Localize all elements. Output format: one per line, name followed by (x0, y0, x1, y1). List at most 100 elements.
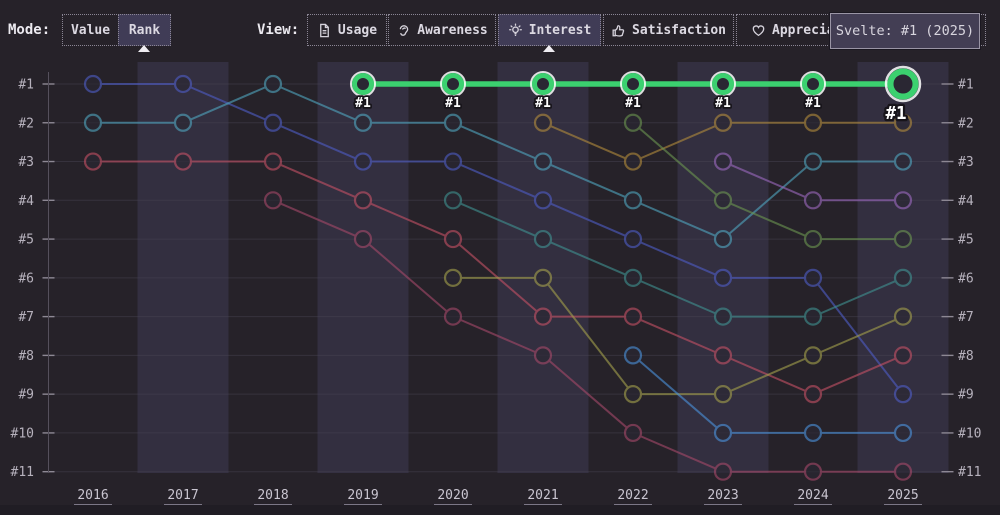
rank-axis-label-left: #10 (11, 426, 34, 441)
series-point[interactable] (353, 113, 373, 132)
series-point[interactable] (533, 346, 553, 365)
series-point[interactable] (713, 268, 733, 287)
series-point[interactable] (803, 268, 823, 287)
series-point[interactable] (623, 346, 643, 365)
view-awareness-button[interactable]: Awareness (388, 14, 496, 46)
series-point[interactable] (713, 462, 733, 481)
series-point[interactable] (173, 113, 193, 132)
series-point[interactable] (893, 152, 913, 171)
series-point[interactable] (622, 73, 644, 95)
series-point[interactable] (623, 152, 643, 171)
series-point[interactable] (803, 423, 823, 443)
marker-halo (800, 71, 826, 97)
series-point[interactable] (893, 268, 913, 287)
series-point[interactable] (887, 68, 919, 100)
series-point[interactable] (623, 229, 643, 249)
series-point[interactable] (893, 346, 913, 365)
view-interest-button[interactable]: Interest (498, 14, 601, 46)
series-point[interactable] (173, 74, 193, 94)
view-satisfaction-button[interactable]: Satisfaction (603, 14, 734, 46)
rank-axis-label-left: #3 (18, 155, 34, 170)
series-point[interactable] (443, 191, 463, 210)
series-point[interactable] (713, 152, 733, 171)
series-point[interactable] (713, 307, 733, 326)
series-point[interactable] (713, 229, 733, 249)
series-point[interactable] (353, 229, 373, 249)
series-point[interactable] (533, 229, 553, 249)
series-point[interactable] (443, 113, 463, 132)
series-point[interactable] (533, 268, 553, 287)
series-point[interactable] (442, 73, 464, 95)
year-label-2020[interactable]: 2020 (437, 488, 468, 503)
series-point[interactable] (83, 113, 103, 132)
year-label-2021[interactable]: 2021 (527, 488, 558, 503)
series-point[interactable] (623, 307, 643, 326)
series-point[interactable] (353, 152, 373, 171)
series-point[interactable] (803, 229, 823, 249)
year-label-2024[interactable]: 2024 (797, 488, 828, 503)
series-point[interactable] (803, 113, 823, 132)
series-point[interactable] (83, 74, 103, 94)
series-point[interactable] (623, 191, 643, 210)
hover-tooltip: Svelte: #1 (2025) (830, 13, 980, 49)
series-point[interactable] (713, 346, 733, 365)
series-point[interactable] (803, 152, 823, 171)
series-point[interactable] (443, 307, 463, 326)
series-point[interactable] (803, 385, 823, 404)
view-usage-button[interactable]: Usage (307, 14, 387, 46)
year-label-2023[interactable]: 2023 (707, 488, 738, 503)
series-point[interactable] (533, 113, 553, 132)
mode-rank-button[interactable]: Rank (118, 14, 171, 46)
series-point[interactable] (532, 73, 554, 95)
year-label-2019[interactable]: 2019 (347, 488, 378, 503)
series-point[interactable] (533, 191, 553, 210)
series-point[interactable] (893, 423, 913, 443)
series-point[interactable] (83, 152, 103, 171)
year-label-2017[interactable]: 2017 (167, 488, 198, 503)
year-label-2018[interactable]: 2018 (257, 488, 288, 503)
series-point[interactable] (893, 113, 913, 132)
year-label-2016[interactable]: 2016 (77, 488, 108, 503)
series-point[interactable] (173, 152, 193, 171)
rank-axis-label-right: #7 (958, 310, 974, 325)
series-point[interactable] (893, 462, 913, 481)
series-point[interactable] (263, 152, 283, 171)
series-point[interactable] (263, 74, 283, 94)
year-label-2022[interactable]: 2022 (617, 488, 648, 503)
series-point[interactable] (263, 113, 283, 132)
series-point[interactable] (443, 268, 463, 287)
series-point[interactable] (803, 346, 823, 365)
rank-axis-label-left: #1 (18, 78, 34, 93)
series-point[interactable] (263, 191, 283, 210)
series-point[interactable] (353, 191, 373, 210)
series-point[interactable] (712, 73, 734, 95)
series-point[interactable] (533, 152, 553, 171)
series-point[interactable] (713, 191, 733, 210)
series-point[interactable] (803, 307, 823, 326)
series-point[interactable] (352, 73, 374, 95)
marker-halo (710, 71, 736, 97)
series-point[interactable] (443, 229, 463, 249)
heart-icon (752, 24, 765, 36)
mode-value-button[interactable]: Value (62, 14, 119, 46)
view-satisfaction-label: Satisfaction (632, 22, 726, 38)
rank-axis-label-left: #5 (18, 233, 34, 248)
series-point[interactable] (623, 423, 643, 443)
year-label-2025[interactable]: 2025 (887, 488, 918, 503)
series-point[interactable] (893, 307, 913, 326)
series-point[interactable] (802, 73, 824, 95)
series-point[interactable] (893, 385, 913, 404)
series-point[interactable] (533, 307, 553, 326)
series-point[interactable] (623, 113, 643, 132)
series-point[interactable] (713, 385, 733, 404)
series-point[interactable] (443, 152, 463, 171)
series-point[interactable] (893, 191, 913, 210)
lightbulb-icon (508, 22, 522, 36)
series-point[interactable] (803, 462, 823, 481)
series-point[interactable] (623, 268, 643, 287)
series-point[interactable] (713, 113, 733, 132)
series-point[interactable] (893, 229, 913, 249)
series-point[interactable] (803, 191, 823, 210)
series-point[interactable] (713, 423, 733, 443)
series-point[interactable] (623, 385, 643, 404)
